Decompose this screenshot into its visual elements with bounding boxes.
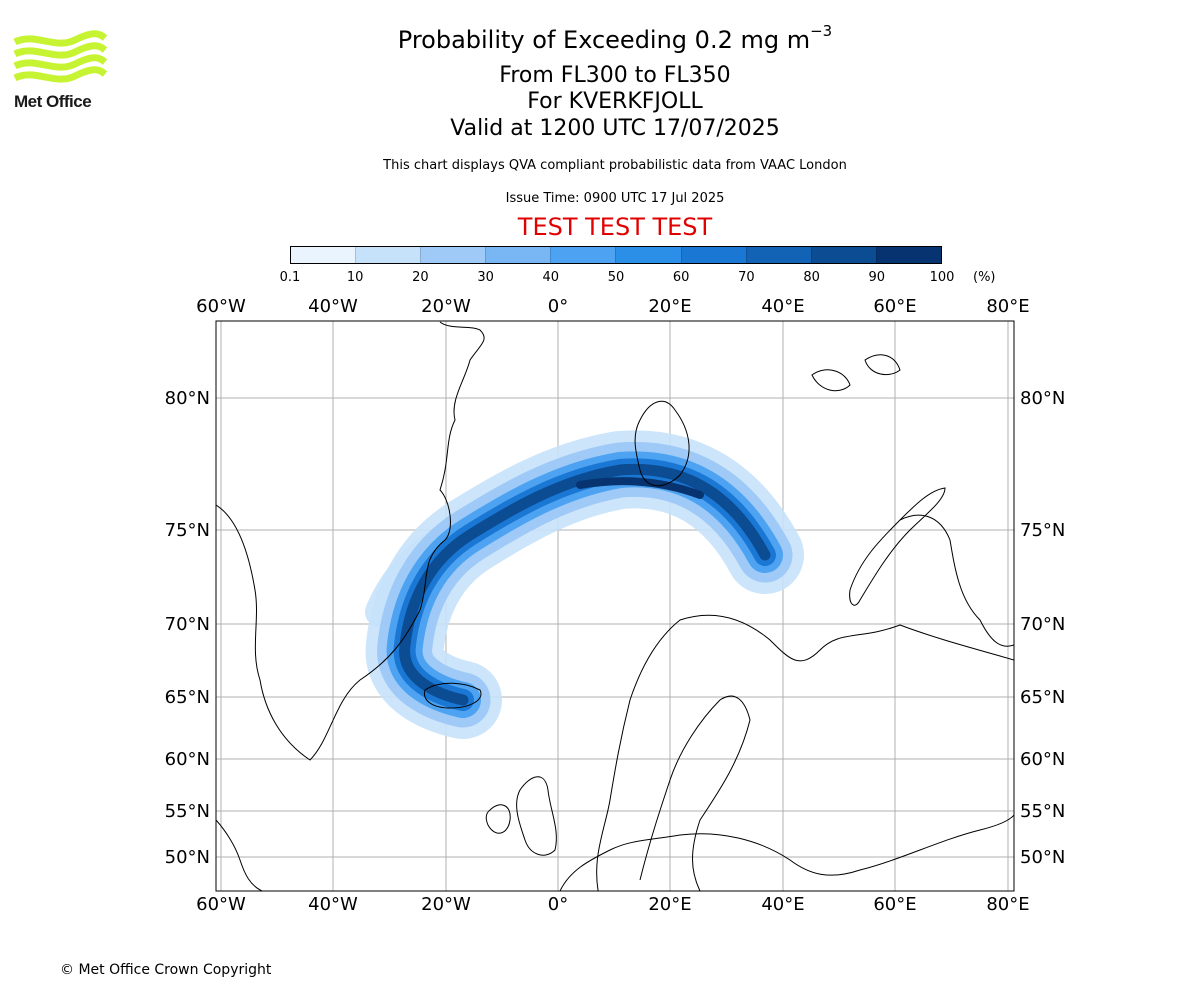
colorbar-tick-label: 60 <box>672 270 690 285</box>
disclaimer-text: This chart displays QVA compliant probab… <box>383 158 847 173</box>
copyright-text: © Met Office Crown Copyright <box>60 962 272 978</box>
colorbar-tick-label: 40 <box>542 270 560 285</box>
colorbar-tick-label: 90 <box>868 270 886 285</box>
colorbar-segment <box>615 247 681 263</box>
coastline-path <box>559 814 1014 891</box>
longitude-label-bottom: 60°E <box>873 894 916 915</box>
colorbar-tick-label: 0.1 <box>279 270 301 285</box>
coastline-path <box>216 819 263 891</box>
graticule <box>216 321 1014 891</box>
longitude-label-bottom: 40°E <box>761 894 804 915</box>
latitude-label-right: 70°N <box>1020 614 1065 635</box>
ash-plume <box>365 430 804 739</box>
colorbar-unit: (%) <box>973 270 996 285</box>
coastline-path <box>216 321 485 761</box>
test-banner: TEST TEST TEST <box>517 213 713 241</box>
coastline-path <box>899 514 1014 647</box>
longitude-label-top: 60°E <box>873 296 916 317</box>
longitude-label-top: 60°W <box>196 296 246 317</box>
longitude-label-top: 40°E <box>761 296 804 317</box>
coastline-path <box>516 776 557 856</box>
latitude-label-left: 65°N <box>165 687 210 708</box>
latitude-label-right: 50°N <box>1020 847 1065 868</box>
colorbar-segment <box>355 247 421 263</box>
chart-title-main: Probability of Exceeding 0.2 mg m <box>397 26 811 54</box>
latitude-label-left: 60°N <box>165 749 210 770</box>
coastline-path <box>423 682 482 709</box>
colorbar-tick-label: 80 <box>803 270 820 285</box>
coastline-path <box>596 614 1014 891</box>
colorbar-tick-label: 30 <box>477 270 494 285</box>
axis-labels: 60°W 60°W 40°W 40°W 20°W 20°W 0° 0° 20°E 20°E 40°E… <box>165 296 1066 915</box>
latitude-label-left: 75°N <box>165 520 210 541</box>
colorbar-segment <box>680 247 746 263</box>
coastline-path <box>639 695 751 891</box>
chart-title: Probability of Exceeding 0.2 mg m−3 <box>0 22 1200 54</box>
latitude-label-left: 70°N <box>165 614 210 635</box>
coastline-path <box>811 369 851 392</box>
met-office-logo-icon <box>13 30 108 83</box>
latitude-label-right: 75°N <box>1020 520 1065 541</box>
colorbar-segment <box>291 247 356 263</box>
chart-title-superscript: −3 <box>810 22 833 40</box>
latitude-label-left: 55°N <box>165 801 210 822</box>
colorbar <box>290 246 942 264</box>
colorbar-tick-label: 70 <box>738 270 755 285</box>
subtitle-volcano: For KVERKFJOLL <box>527 89 703 114</box>
latitude-label-right: 60°N <box>1020 749 1065 770</box>
latitude-label-left: 80°N <box>165 388 210 409</box>
colorbar-tick-label: 20 <box>412 270 429 285</box>
issue-time: Issue Time: 0900 UTC 17 Jul 2025 <box>505 191 725 206</box>
colorbar-segment <box>420 247 486 263</box>
colorbar-segment <box>550 247 616 263</box>
longitude-label-top: 20°E <box>648 296 691 317</box>
map-frame <box>215 320 1015 892</box>
coastline-path <box>485 804 511 834</box>
colorbar-tick-label: 10 <box>346 270 364 285</box>
coastline-path <box>864 354 901 376</box>
longitude-label-bottom: 20°E <box>648 894 691 915</box>
colorbar-segment <box>745 247 811 263</box>
colorbar-segment <box>810 247 876 263</box>
longitude-label-bottom: 20°W <box>421 894 471 915</box>
latitude-label-right: 65°N <box>1020 687 1065 708</box>
longitude-label-bottom: 0° <box>548 894 568 915</box>
coastlines <box>216 321 1014 891</box>
colorbar-segment <box>485 247 551 263</box>
colorbar-tick-label: 50 <box>607 270 625 285</box>
logo-text: Met Office <box>14 92 92 111</box>
longitude-label-top: 0° <box>548 296 568 317</box>
subtitle-levels: From FL300 to FL350 <box>499 63 731 88</box>
coastline-path <box>634 400 690 487</box>
longitude-label-bottom: 60°W <box>196 894 246 915</box>
latitude-label-right: 80°N <box>1020 388 1065 409</box>
latitude-label-right: 55°N <box>1020 801 1065 822</box>
longitude-label-bottom: 80°E <box>986 894 1029 915</box>
longitude-label-top: 40°W <box>308 296 358 317</box>
longitude-label-top: 20°W <box>421 296 471 317</box>
longitude-label-bottom: 40°W <box>308 894 358 915</box>
colorbar-segment <box>875 247 941 263</box>
coastline-path <box>849 487 946 606</box>
longitude-label-top: 80°E <box>986 296 1029 317</box>
colorbar-tick-label: 100 <box>929 270 955 285</box>
subtitle-valid-time: Valid at 1200 UTC 17/07/2025 <box>450 116 780 141</box>
latitude-label-left: 50°N <box>165 847 210 868</box>
